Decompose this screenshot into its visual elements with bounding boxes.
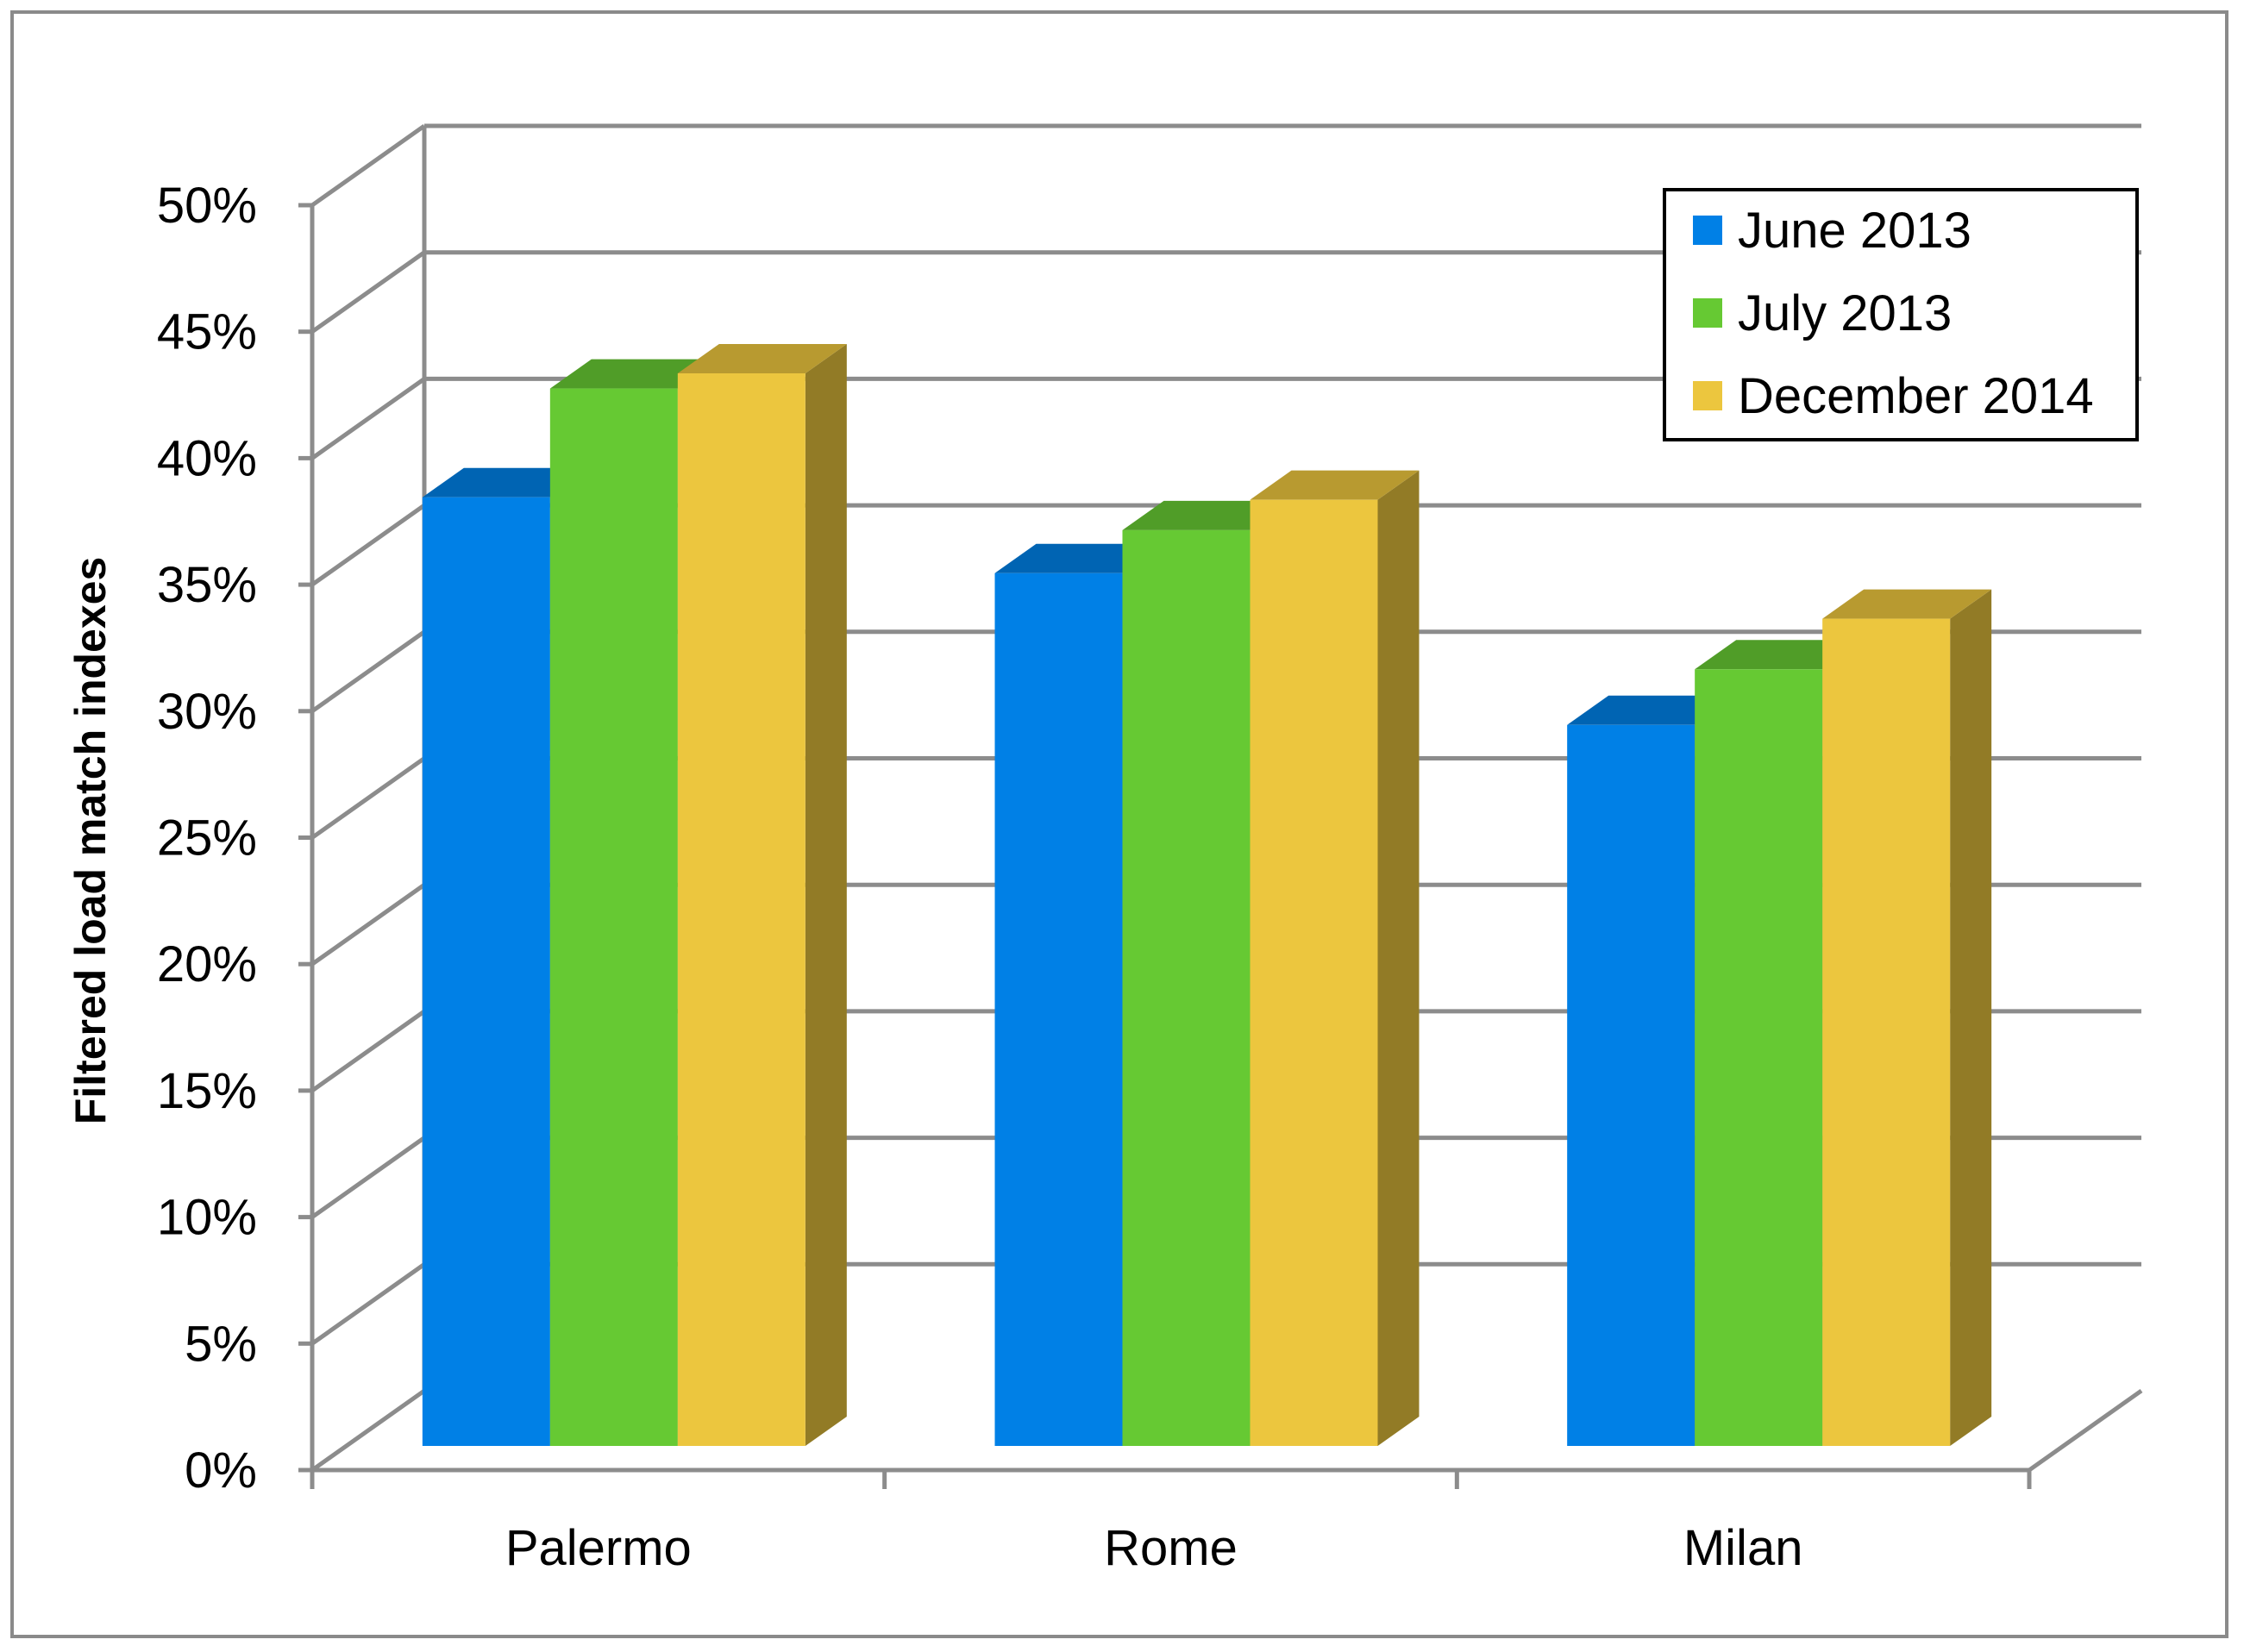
bar-milan-july-2013-top bbox=[1695, 640, 1865, 670]
bars-layer bbox=[422, 343, 1992, 1446]
ticks-layer: 0% 5% 10% 15% 20% 25% 30% 35% 40% 45% 50% bbox=[157, 178, 257, 1499]
y-tick-label: 20% bbox=[157, 936, 257, 992]
bar-rome-july-2013-front bbox=[1122, 529, 1250, 1446]
floor-right-edge bbox=[2028, 1388, 2143, 1473]
legend-swatch-december-2014 bbox=[1693, 381, 1722, 410]
bar-palermo-december-2014-side bbox=[805, 343, 847, 1446]
legend-box bbox=[1663, 188, 2139, 441]
bar-milan-july-2013-front bbox=[1695, 669, 1823, 1446]
legend-label-december-2014: December 2014 bbox=[1738, 368, 2094, 424]
y-tick-label: 50% bbox=[157, 178, 257, 234]
y-tick-label: 45% bbox=[157, 304, 257, 360]
bar-palermo-june-2013-top bbox=[422, 467, 592, 497]
y-tick-label: 0% bbox=[185, 1442, 257, 1499]
bar-palermo-december-2014-front bbox=[677, 372, 805, 1446]
bar-rome-december-2014-front bbox=[1250, 499, 1378, 1446]
y-tick-label: 5% bbox=[185, 1316, 257, 1372]
bar-rome-december-2014-side bbox=[1377, 470, 1420, 1446]
bar-rome-june-2013-front bbox=[994, 573, 1123, 1446]
bar-milan-december-2014 bbox=[1822, 589, 1992, 1446]
gridline-side bbox=[310, 1136, 426, 1219]
y-tick-label: 35% bbox=[157, 557, 257, 613]
gridline-side bbox=[310, 504, 426, 587]
legend-swatch-july-2013 bbox=[1693, 298, 1722, 328]
gridline-side bbox=[310, 1009, 426, 1092]
bar-palermo-july-2013-front bbox=[549, 388, 678, 1446]
y-tick-label: 10% bbox=[157, 1190, 257, 1246]
bar-rome-july-2013-top bbox=[1122, 500, 1292, 530]
bar-milan-june-2013-top bbox=[1567, 695, 1737, 725]
gridline-side bbox=[310, 250, 426, 334]
legend: June 2013 July 2013 December 2014 bbox=[1663, 188, 2139, 441]
gridline-side bbox=[310, 1388, 426, 1473]
bar-milan-december-2014-front bbox=[1822, 618, 1951, 1446]
legend-label-june-2013: June 2013 bbox=[1738, 203, 1971, 259]
bar-milan-june-2013-front bbox=[1567, 724, 1696, 1446]
y-axis-title: Filtered load match indexes bbox=[66, 557, 115, 1125]
y-tick-label: 30% bbox=[157, 684, 257, 740]
gridline-side bbox=[310, 883, 426, 967]
gridline-side bbox=[310, 629, 426, 713]
category-label-milan: Milan bbox=[1683, 1520, 1803, 1576]
bar-rome-december-2014 bbox=[1250, 470, 1420, 1446]
bar-palermo-june-2013-front bbox=[422, 497, 550, 1446]
category-label-rome: Rome bbox=[1104, 1520, 1238, 1576]
gridline-side bbox=[310, 377, 426, 460]
gridline-side bbox=[310, 123, 426, 208]
legend-label-july-2013: July 2013 bbox=[1738, 285, 1952, 341]
gridline-side bbox=[310, 756, 426, 840]
y-tick-label: 25% bbox=[157, 810, 257, 867]
bar-rome-june-2013-top bbox=[994, 543, 1164, 573]
cats-layer: Palermo Rome Milan bbox=[505, 1520, 1803, 1576]
y-tick-label: 15% bbox=[157, 1063, 257, 1119]
bar-palermo-december-2014 bbox=[677, 343, 847, 1446]
bar-palermo-july-2013-top bbox=[549, 359, 719, 389]
bar-milan-december-2014-side bbox=[1950, 589, 1992, 1446]
bar-palermo-december-2014-top bbox=[677, 343, 847, 373]
bar-milan-december-2014-top bbox=[1822, 589, 1992, 619]
y-tick-label: 40% bbox=[157, 430, 257, 486]
category-label-palermo: Palermo bbox=[505, 1520, 692, 1576]
bar-rome-december-2014-top bbox=[1250, 470, 1420, 500]
legend-swatch-june-2013 bbox=[1693, 216, 1722, 245]
gridline-side bbox=[310, 1262, 426, 1346]
